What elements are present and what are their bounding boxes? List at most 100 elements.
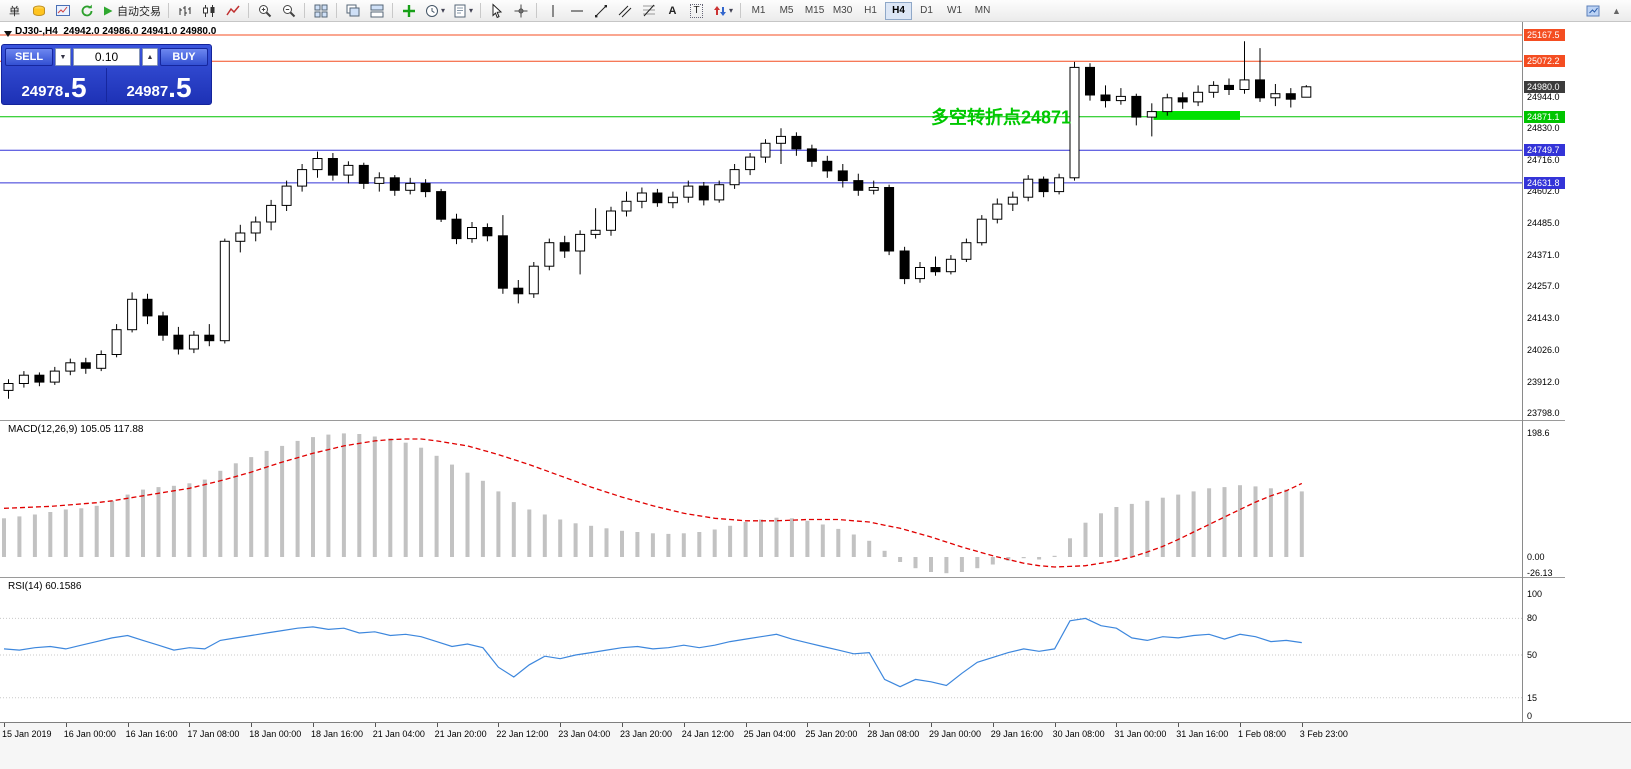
arrange-windows-button[interactable] <box>365 1 388 21</box>
indicators-button[interactable] <box>397 1 420 21</box>
level-price-label[interactable]: 25072.2 <box>1524 55 1565 68</box>
timeframe-toolbar: M1 M5 M15 M30 H1 H4 D1 W1 MN <box>745 1 996 20</box>
timeframe-button-d1[interactable]: D1 <box>920 5 933 16</box>
rsi-window-separator[interactable] <box>0 577 1565 578</box>
chart-panel-button[interactable] <box>1581 1 1604 21</box>
bar-chart-button[interactable] <box>173 1 196 21</box>
zoom-out-button[interactable] <box>277 1 300 21</box>
price-axis-label: 24143.0 <box>1527 312 1560 323</box>
timeframe-button-h4[interactable]: H4 <box>885 1 913 20</box>
sell-price[interactable]: 24978.5 <box>2 68 106 102</box>
chevron-down-icon: ▾ <box>469 6 474 15</box>
time-tick <box>313 723 314 727</box>
timeframe-button-m1[interactable]: M1 <box>751 5 766 16</box>
volume-increase-button[interactable]: ▲ <box>142 48 158 66</box>
time-axis-label: 30 Jan 08:00 <box>1052 729 1105 739</box>
cursor-icon <box>492 2 502 18</box>
new-order-icon <box>32 5 45 16</box>
tile-windows-icon <box>314 4 327 17</box>
crosshair-button[interactable] <box>509 1 532 21</box>
channel-icon <box>618 5 631 17</box>
mini-chart-icon <box>1586 5 1599 16</box>
time-tick <box>807 723 809 727</box>
autotrading-button[interactable]: 自动交易 <box>99 1 164 21</box>
oct-prices-row: 24978.5 24987.5 <box>2 68 211 102</box>
support-zone-highlight <box>1153 111 1240 120</box>
scroll-up-button[interactable]: ▲ <box>1605 1 1628 21</box>
zoom-out-icon <box>282 4 295 17</box>
templates-button[interactable]: ▾ <box>449 1 476 21</box>
volume-decrease-button[interactable]: ▼ <box>55 48 71 66</box>
chart-profile-button[interactable] <box>51 1 74 21</box>
price-axis-label: 24026.0 <box>1527 345 1560 356</box>
arrows-tool-icon <box>714 5 727 16</box>
cascade-windows-button[interactable] <box>341 1 364 21</box>
chart-annotation: 多空转折点24871 <box>931 107 1071 128</box>
trendline-button[interactable] <box>589 1 612 21</box>
timeframe-button-m30[interactable]: M30 <box>832 5 853 16</box>
refresh-button[interactable] <box>75 1 98 21</box>
buy-button[interactable]: BUY <box>160 48 208 66</box>
toolbar-separator <box>304 3 305 18</box>
horizontal-line-button[interactable] <box>565 1 588 21</box>
time-tick <box>498 723 500 727</box>
text-tool-button[interactable]: A <box>661 1 684 21</box>
level-price-label[interactable]: 24749.7 <box>1524 144 1565 157</box>
autotrading-label: 自动交易 <box>117 5 161 18</box>
template-doc-icon <box>454 4 466 17</box>
tile-windows-button[interactable] <box>309 1 332 21</box>
time-axis-label: 23 Jan 04:00 <box>558 729 611 739</box>
level-price-label[interactable]: 24871.1 <box>1524 110 1565 123</box>
time-axis[interactable]: 15 Jan 2019 16 Jan 00:00 16 Jan 16:00 17 Ja… <box>0 722 1631 769</box>
macd-window-separator[interactable] <box>0 420 1565 421</box>
zoom-in-button[interactable] <box>253 1 276 21</box>
order-menu-button[interactable]: 单 <box>3 1 26 21</box>
level-price-label[interactable]: 25167.5 <box>1524 29 1565 41</box>
time-axis-label: 29 Jan 16:00 <box>990 729 1043 739</box>
current-price-label: 24980.0 <box>1524 80 1565 93</box>
candlestick-chart-button[interactable] <box>197 1 220 21</box>
timeframe-button-h1[interactable]: H1 <box>864 5 877 16</box>
arrange-windows-icon <box>370 4 383 17</box>
macd-axis-label: 0.00 <box>1527 552 1545 562</box>
macd-panel[interactable] <box>0 421 1522 577</box>
channel-button[interactable] <box>613 1 636 21</box>
bar-chart-icon <box>179 5 190 16</box>
line-chart-button[interactable] <box>221 1 244 21</box>
arrows-tool-button[interactable]: ▾ <box>709 1 736 21</box>
timeframe-button-m5[interactable]: M5 <box>779 5 794 16</box>
price-axis-label: 24602.0 <box>1527 186 1560 197</box>
time-axis-label: 21 Jan 04:00 <box>372 729 425 739</box>
toolbar-separator <box>168 3 169 18</box>
price-axis[interactable]: 24944.0 24830.0 24716.0 24602.0 24485.0 24371… <box>1523 22 1631 722</box>
time-tick <box>1116 723 1118 727</box>
label-tool-button[interactable]: T <box>685 1 708 21</box>
time-axis-label: 31 Jan 00:00 <box>1114 729 1167 739</box>
buy-price[interactable]: 24987.5 <box>106 68 211 102</box>
time-tick <box>1240 723 1241 727</box>
triangle-up-icon: ▲ <box>146 53 154 61</box>
time-axis-label: 16 Jan 16:00 <box>125 729 178 739</box>
rsi-label: RSI(14) 60.1586 <box>8 581 82 592</box>
oct-collapse-icon[interactable] <box>4 31 12 37</box>
timeframe-button-mn[interactable]: MN <box>974 5 991 16</box>
new-order-button[interactable] <box>27 1 50 21</box>
timeframe-button-w1[interactable]: W1 <box>947 5 963 16</box>
rsi-panel[interactable] <box>0 578 1522 722</box>
cursor-button[interactable] <box>485 1 508 21</box>
candlestick-chart-icon <box>202 4 214 17</box>
volume-input[interactable] <box>73 48 140 66</box>
periods-button[interactable]: ▾ <box>421 1 448 21</box>
time-tick <box>683 723 685 727</box>
cascade-windows-icon <box>346 4 359 16</box>
level-price-label[interactable]: 24631.8 <box>1524 176 1565 189</box>
timeframe-button-m15[interactable]: M15 <box>804 5 825 16</box>
sell-price-pips: .5 <box>63 71 87 103</box>
main-chart[interactable]: 多空转折点24871 <box>0 22 1522 420</box>
vertical-line-button[interactable] <box>541 1 564 21</box>
indicators-plus-icon <box>402 4 415 17</box>
time-axis-label: 21 Jan 20:00 <box>434 729 487 739</box>
time-axis-label: 23 Jan 20:00 <box>620 729 673 739</box>
sell-button[interactable]: SELL <box>5 48 53 66</box>
fibonacci-button[interactable] <box>637 1 660 21</box>
